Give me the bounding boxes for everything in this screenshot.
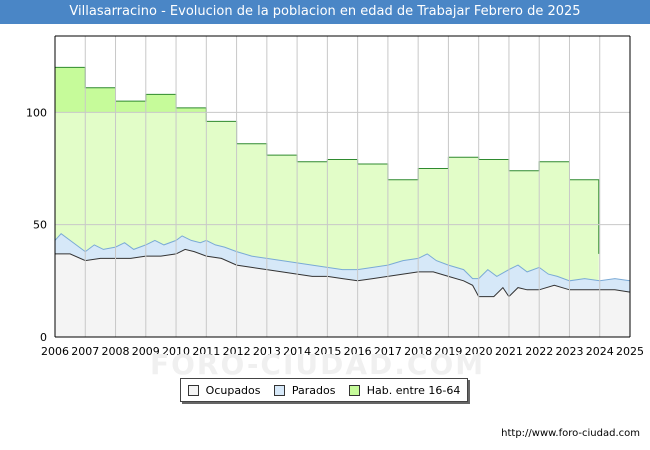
x-tick-label-2020: 2020: [465, 345, 493, 358]
series-area-ocupados: [55, 249, 630, 337]
y-tick-label-0: 0: [40, 331, 47, 344]
x-tick-label-2008: 2008: [102, 345, 130, 358]
legend-item-parados: Parados: [273, 383, 336, 397]
legend-label-ocupados: Ocupados: [205, 383, 261, 397]
legend-item-ocupados: Ocupados: [187, 383, 261, 397]
x-tick-label-2012: 2012: [223, 345, 251, 358]
x-tick-label-2011: 2011: [192, 345, 220, 358]
series-area-hab-upper: [55, 67, 207, 113]
x-tick-label-2013: 2013: [253, 345, 281, 358]
x-tick-label-2015: 2015: [313, 345, 341, 358]
x-tick-label-2021: 2021: [495, 345, 523, 358]
legend-label-parados: Parados: [291, 383, 336, 397]
legend-label-hab: Hab. entre 16-64: [366, 383, 461, 397]
x-tick-label-2018: 2018: [404, 345, 432, 358]
y-tick-label-50: 50: [33, 219, 47, 232]
x-tick-label-2025: 2025: [616, 345, 644, 358]
legend-swatch-ocupados: [187, 384, 199, 396]
legend-swatch-hab: [348, 384, 360, 396]
chart-title: Villasarracino - Evolucion de la poblaci…: [0, 0, 650, 24]
legend-item-hab: Hab. entre 16-64: [348, 383, 461, 397]
legend: Ocupados Parados Hab. entre 16-64: [180, 378, 468, 402]
series-line-parados: [54, 233, 631, 282]
watermark-logo: FORO-CIUDAD.COM: [150, 348, 486, 381]
x-tick-label-2014: 2014: [283, 345, 311, 358]
source-url: http://www.foro-ciudad.com: [501, 428, 640, 439]
x-tick-label-2010: 2010: [162, 345, 190, 358]
legend-swatch-parados: [273, 384, 285, 396]
x-tick-label-2017: 2017: [374, 345, 402, 358]
x-tick-label-2023: 2023: [555, 345, 583, 358]
y-tick-label-100: 100: [26, 106, 47, 119]
x-tick-label-2019: 2019: [434, 345, 462, 358]
x-tick-label-2009: 2009: [132, 345, 160, 358]
x-tick-label-2016: 2016: [344, 345, 372, 358]
x-tick-label-2007: 2007: [71, 345, 99, 358]
x-tick-label-2024: 2024: [586, 345, 614, 358]
x-tick-label-2006: 2006: [41, 345, 69, 358]
x-tick-label-2022: 2022: [525, 345, 553, 358]
